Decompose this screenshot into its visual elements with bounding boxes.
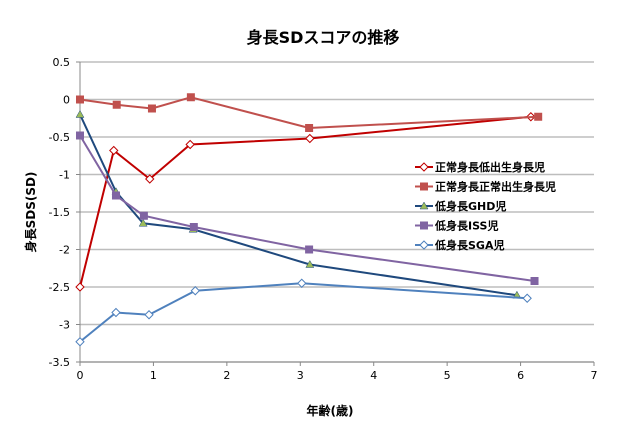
legend-label: 正常身長低出生身長児 — [435, 160, 545, 174]
legend-marker — [419, 201, 429, 210]
series-3 — [76, 131, 539, 285]
y-tick-label: -1 — [59, 169, 70, 182]
y-tick-label: -2.5 — [49, 281, 70, 294]
x-tick-label: 4 — [370, 369, 377, 382]
x-tick-label: 5 — [444, 369, 451, 382]
series-4 — [75, 278, 532, 347]
legend-label: 低身長ISS児 — [434, 219, 498, 233]
data-point — [534, 112, 543, 121]
data-point — [185, 139, 195, 150]
x-axis-label: 年齢(歳) — [307, 403, 354, 418]
y-axis-label: 身長SDS(SD) — [23, 172, 38, 253]
data-point — [305, 124, 314, 132]
data-point — [145, 174, 155, 184]
data-point — [76, 95, 84, 104]
series-line — [79, 134, 535, 282]
data-point — [297, 278, 307, 288]
series-line — [79, 114, 518, 297]
y-tick-label: -3 — [59, 319, 70, 332]
data-point — [305, 133, 315, 144]
data-point — [305, 259, 315, 268]
legend-marker — [419, 162, 429, 172]
series-1 — [76, 93, 543, 132]
data-point — [111, 307, 121, 318]
data-point — [530, 277, 539, 285]
data-point — [305, 245, 314, 254]
data-point — [75, 109, 85, 118]
y-tick-label: 0.5 — [53, 56, 71, 69]
chart-title: 身長SDスコアの推移 — [247, 28, 400, 47]
y-tick-label: 0 — [63, 94, 70, 107]
data-point — [189, 223, 198, 231]
data-point — [186, 93, 195, 102]
x-tick-label: 7 — [591, 369, 598, 382]
series-line — [79, 282, 528, 343]
data-point — [109, 145, 119, 156]
data-point — [522, 293, 532, 303]
x-tick-label: 1 — [150, 369, 157, 382]
data-point — [190, 286, 200, 296]
legend-label: 正常身長正常出生身長児 — [435, 180, 556, 194]
data-point — [144, 310, 154, 320]
x-tick-label: 2 — [223, 369, 230, 382]
data-point — [75, 282, 85, 292]
legend-marker — [420, 221, 428, 230]
x-tick-label: 3 — [297, 369, 304, 382]
data-point — [76, 131, 84, 140]
data-point — [111, 191, 120, 200]
x-tick-label: 0 — [77, 369, 84, 382]
legend-marker — [420, 182, 428, 191]
y-tick-label: -2 — [59, 244, 70, 257]
data-point — [75, 337, 85, 347]
series-line — [79, 96, 539, 130]
legend-label: 低身長GHD児 — [434, 199, 506, 213]
legend-label: 低身長SGA児 — [434, 238, 504, 252]
data-point — [112, 100, 121, 109]
y-tick-label: -3.5 — [49, 356, 70, 369]
x-tick-label: 6 — [517, 369, 524, 382]
y-tick-label: -1.5 — [49, 206, 70, 219]
legend-marker — [419, 240, 429, 250]
data-point — [139, 211, 148, 220]
data-point — [138, 218, 148, 227]
y-tick-label: -0.5 — [49, 131, 70, 144]
data-point — [147, 104, 156, 113]
